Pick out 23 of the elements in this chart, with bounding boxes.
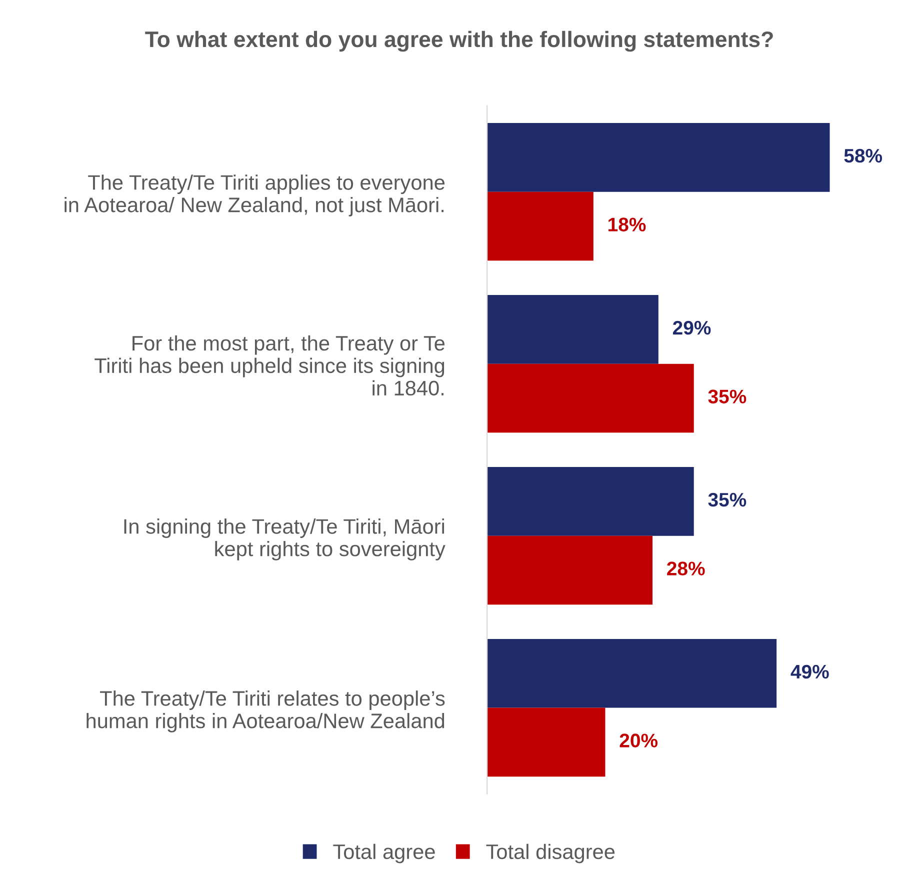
data-label: 49% [790, 664, 829, 679]
bar [487, 536, 652, 605]
data-label: 35% [708, 390, 746, 404]
y-tick-label: The Treaty/Te Tiriti relates to people’s human rights in Aotearoa/New Zealand [86, 690, 445, 732]
y-tick-label: In signing the Treaty/Te Tiriti, Māori kept rights to sovereignty [124, 518, 446, 560]
y-tick-label: The Treaty/Te Tiriti applies to everyone in Aotearoa/ New Zealand, not just Māori. [64, 174, 445, 216]
bar [487, 364, 694, 433]
data-label: 29% [672, 320, 711, 335]
legend-label: Total disagree [486, 844, 615, 864]
bar [487, 639, 777, 708]
data-label: 58% [844, 148, 882, 163]
legend-label: Total agree [333, 844, 435, 864]
data-label: 20% [620, 734, 658, 748]
y-tick-label: For the most part, the Treaty or Te Tiriti has been upheld since its signing in 1840. [94, 335, 445, 396]
data-label: 35% [708, 492, 746, 507]
bar [487, 708, 606, 777]
bar [487, 295, 658, 364]
bar [487, 192, 594, 261]
data-label: 18% [608, 218, 646, 232]
bar [487, 123, 830, 192]
data-label: 28% [667, 562, 705, 576]
chart-title: To what extent do you agree with the following statements? [145, 30, 773, 52]
bar [487, 467, 694, 536]
